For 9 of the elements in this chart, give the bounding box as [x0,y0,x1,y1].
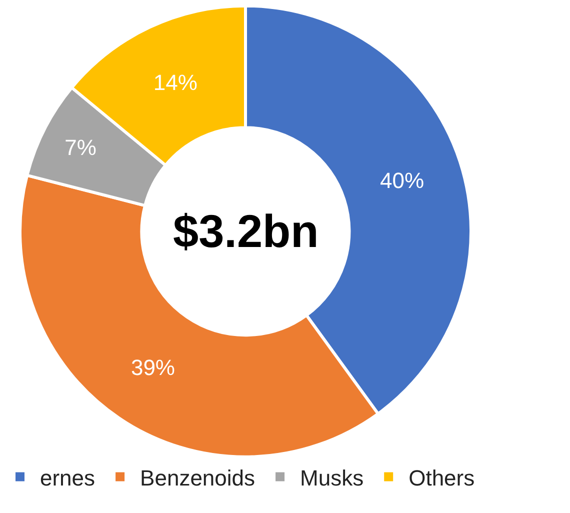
data-label: 14% [153,70,198,95]
data-label: 7% [64,134,96,160]
legend-label: ernes [40,465,96,490]
legend-label: Benzenoids [140,465,256,490]
data-label: 40% [380,168,424,193]
data-label: 39% [130,355,175,380]
text: $3.2bn [173,205,319,257]
legend-label: Musks [300,465,364,490]
legend-label: Others [408,465,475,490]
